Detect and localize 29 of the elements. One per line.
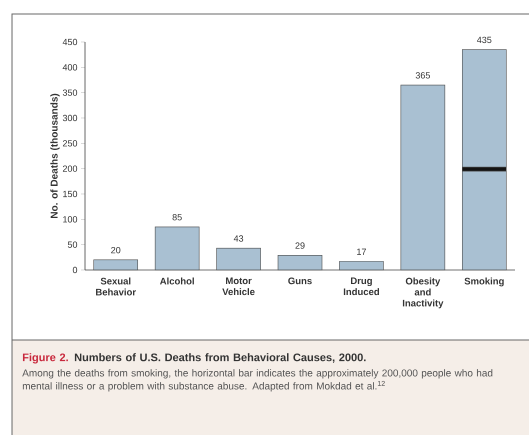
y-tick-label: 50	[68, 241, 78, 248]
x-tick-label: Smoking	[464, 278, 504, 286]
y-tick-label: 0	[72, 266, 78, 274]
text: Among the deaths from smoking, the horizontal bar indicates the approximately 200,000 people who had mental illness or a problem with substance abuse. Adapted from Mokdad et al.$^{12}$	[22, 369, 492, 392]
x-tick-label: Drug Induced	[344, 278, 380, 296]
y-tick-label: 100	[63, 216, 78, 223]
x-tick-label: Motor Vehicle	[222, 278, 255, 296]
text: Figure 2.	[22, 353, 68, 364]
y-tick-label: 450	[62, 38, 78, 46]
y-tick-label: 150	[63, 190, 78, 198]
y-tick-label: 400	[62, 64, 78, 71]
total-label: 365	[416, 72, 430, 79]
y-tick-label: 200	[62, 165, 78, 172]
y-tick-label: 250	[62, 140, 78, 147]
text: Numbers of U.S. Deaths from Behavioral Causes, 2000.	[74, 353, 366, 363]
x-tick-label: Guns	[288, 278, 312, 284]
total-label: 43	[234, 235, 244, 242]
bar	[462, 49, 507, 168]
total-label: 29	[295, 242, 305, 249]
total-label: 20	[111, 246, 120, 254]
total-label: 435	[476, 36, 492, 44]
total-label: 17	[357, 248, 366, 255]
x-tick-label: Obesity and Inactivity	[402, 278, 444, 308]
y-axis-title: No. of Deaths (thousands)	[50, 94, 60, 218]
x-tick-label: Sexual Behavior	[96, 278, 136, 296]
x-tick-label: Alcohol	[160, 278, 194, 284]
total-label: 85	[172, 214, 182, 220]
y-tick-label: 350	[62, 89, 78, 96]
y-tick-label: 300	[62, 114, 78, 122]
